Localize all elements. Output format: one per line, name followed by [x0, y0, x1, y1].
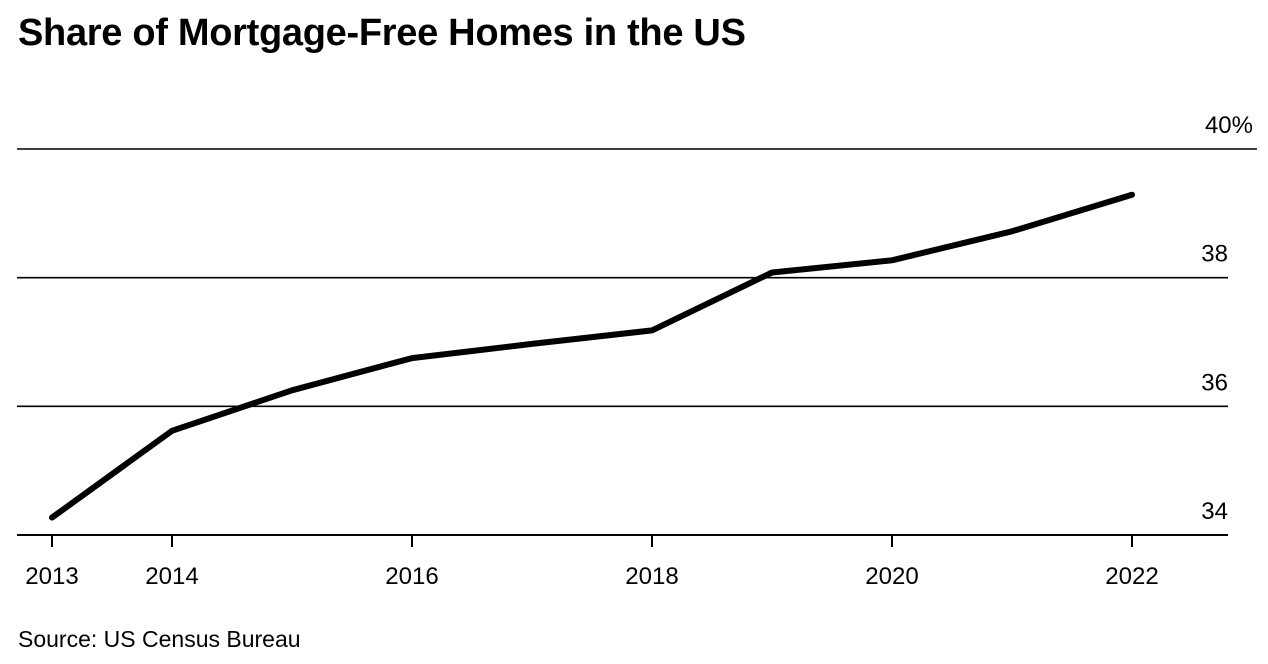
y-axis-labels: 34 36 38 40%: [1201, 112, 1253, 525]
x-tick-label-2016: 2016: [385, 563, 438, 590]
x-tick-label-2022: 2022: [1105, 563, 1158, 590]
chart-title: Share of Mortgage-Free Homes in the US: [18, 12, 746, 54]
y-tick-label-34: 34: [1201, 498, 1228, 525]
series-line-0: [49, 191, 1135, 521]
series-layer: [49, 191, 1135, 521]
x-tick-label-2018: 2018: [625, 563, 678, 590]
x-tick-label-2013: 2013: [25, 563, 78, 590]
y-tick-label-36: 36: [1201, 369, 1228, 396]
y-tick-label-40: 40%: [1205, 112, 1253, 139]
source-note: Source: US Census Bureau: [18, 626, 301, 652]
y-tick-label-38: 38: [1201, 241, 1228, 268]
x-tick-label-2014: 2014: [145, 563, 198, 590]
x-tick-label-2020: 2020: [865, 563, 918, 590]
x-axis: 2013 2014 2016 2018 2020 2022: [25, 535, 1159, 590]
gridlines: [17, 148, 1257, 536]
